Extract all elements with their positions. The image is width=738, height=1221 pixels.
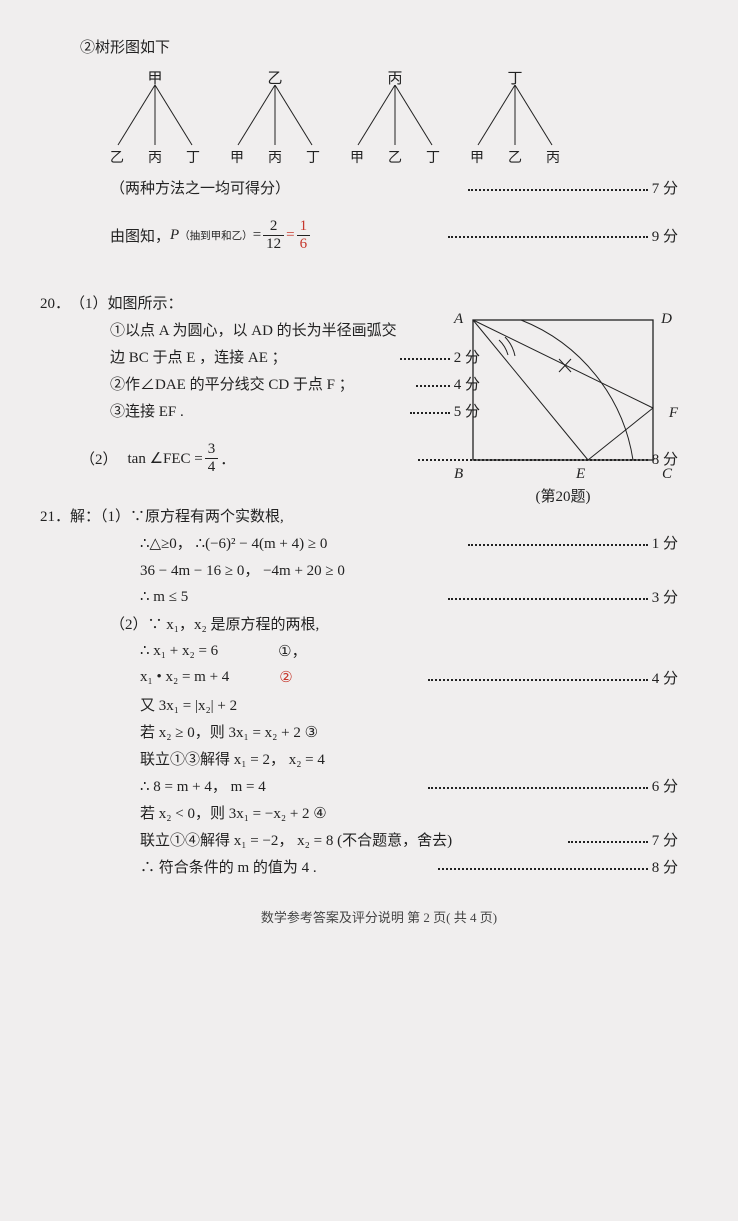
q21-l3: ∴ m ≤ 5 3 分 [140,586,678,607]
prob-prefix: 由图知， [110,225,170,246]
frac-den: 4 [205,459,219,476]
tree-leaf: 丙 [546,147,560,167]
q21-l2: 36 − 4m − 16 ≥ 0， −4m + 20 ≥ 0 [140,559,678,580]
q21-l5: x₁ • x₂ = m + 4 ② 4 分 [140,667,678,688]
tree-leaf: 甲 [350,147,364,167]
q21-l1: ∴△≥0， ∴(−6)² − 4(m + 4) ≥ 0 1 分 [140,532,678,553]
tree-4: 丁 甲 乙 丙 [470,67,560,167]
tree-leaf: 丁 [306,147,320,167]
frac-num: 2 [263,218,284,236]
score-label: 4 分 [428,667,678,688]
tree-3: 丙 甲 乙 丁 [350,67,440,167]
q21-l7: 若 x₂ ≥ 0，则 3x₁ = x₂ + 2 ③ [140,721,678,742]
page: ②树形图如下 甲 乙 丙 丁 乙 甲 丙 丁 丙 甲 乙 [0,0,738,1221]
q20-tan: tan ∠FEC = [128,449,203,468]
score-label: 8 分 [438,856,678,877]
tree-note-row: （两种方法之一均可得分） 7 分 [110,177,678,198]
q21-l10: 若 x₂ < 0，则 3x₁ = −x₂ + 2 ④ [140,802,678,823]
q20-frac: 3 4 [205,441,219,475]
tree-title: ②树形图如下 [80,36,678,57]
q21-l4-text: ∴ x₁ + x₂ = 6 [140,641,218,660]
q21-l11-text: 联立①④解得 x₁ = −2， x₂ = 8 (不合题意，舍去) [140,829,452,850]
fig-label-f: F [669,405,678,422]
q21-l12-text: ∴ 符合条件的 m 的值为 4 . [140,856,317,877]
prob-sub: （抽到甲和乙） [179,228,253,243]
prob-eq: = [253,227,261,244]
q21-head-text: 解：（1）∵原方程有两个实数根, [70,505,284,526]
q20-part1: （1）如图所示： [70,292,183,313]
score-label: 6 分 [428,775,678,796]
q20-step1b-text: 边 BC 于点 E ，连接 AE ； [110,346,287,367]
prob-eq2: = [286,227,294,244]
frac-num: 1 [297,218,311,236]
score-label: 1 分 [468,532,678,553]
tree-leaf: 乙 [110,147,124,167]
tree-lines-icon [470,85,560,150]
tree-lines-icon [350,85,440,150]
q21-l1-text: ∴△≥0， ∴(−6)² − 4(m + 4) ≥ 0 [140,532,327,553]
q20-num: 20． [40,292,70,313]
frac-den: 12 [263,236,284,253]
tree-leaf: 丁 [186,147,200,167]
q20-step3: ③连接 EF . 5 分 [110,400,480,421]
page-footer: 数学参考答案及评分说明 第 2 页( 共 4 页) [80,907,678,926]
q20-step1-text: ①以点 A 为圆心，以 AD 的长为半径画弧交 [110,319,397,340]
prob-row: 由图知， P （抽到甲和乙） = 2 12 = 1 6 9 分 [110,218,678,252]
q21-part2: （2）∵ x₁，x₂ 是原方程的两根, [110,613,678,634]
tree-leaf: 乙 [508,147,522,167]
tree-2: 乙 甲 丙 丁 [230,67,320,167]
q21-part2-text: （2）∵ x₁，x₂ 是原方程的两根, [110,613,319,634]
q21-l8: 联立①③解得 x₁ = 2， x₂ = 4 [140,748,678,769]
score-label: 7 分 [568,829,678,850]
tree-title-text: ②树形图如下 [80,36,170,57]
q20-geometry-icon [463,310,663,480]
tree-leaf: 甲 [470,147,484,167]
tree-1: 甲 乙 丙 丁 [110,67,200,167]
q20-part2-label: （2） [80,448,118,469]
q20-figure: A D F B E C (第20题) [458,310,668,506]
tree-leaf: 丙 [148,147,162,167]
q20-step1b: 边 BC 于点 E ，连接 AE ； 2 分 [110,346,480,367]
prob-frac2: 1 6 [297,218,311,252]
q21-l3-text: ∴ m ≤ 5 [140,587,188,606]
q21-l5-text: x₁ • x₂ = m + 4 [140,669,229,686]
q21-l9: ∴ 8 = m + 4， m = 4 6 分 [140,775,678,796]
frac-num: 3 [205,441,219,459]
q21-l8-text: 联立①③解得 x₁ = 2， x₂ = 4 [140,748,325,769]
tree-lines-icon [110,85,200,150]
frac-den: 6 [297,236,311,253]
q20-step1: ①以点 A 为圆心，以 AD 的长为半径画弧交 [110,319,440,340]
tree-leaf: 甲 [230,147,244,167]
fig-caption: (第20题) [458,485,668,506]
score-label: 9 分 [448,225,678,246]
q21-l12: ∴ 符合条件的 m 的值为 4 . 8 分 [140,856,678,877]
q21-l10-text: 若 x₂ < 0，则 3x₁ = −x₂ + 2 ④ [140,802,327,823]
tree-leaf: 丙 [268,147,282,167]
q21-l4-mark: ①， [278,640,306,661]
prob-symbol: P [170,227,179,244]
q21-l9-text: ∴ 8 = m + 4， m = 4 [140,775,266,796]
q20-step2-text: ②作∠DAE 的平分线交 CD 于点 F ； [110,373,354,394]
score-label: 7 分 [468,177,678,198]
q21-l7-text: 若 x₂ ≥ 0，则 3x₁ = x₂ + 2 ③ [140,721,318,742]
prob-frac1: 2 12 [263,218,284,252]
q21-header: 21． 解：（1）∵原方程有两个实数根, [40,505,678,526]
tree-leaf: 乙 [388,147,402,167]
q21-l2-text: 36 − 4m − 16 ≥ 0， −4m + 20 ≥ 0 [140,559,345,580]
q21-l6: 又 3x₁ = |x₂| + 2 [140,694,678,715]
tree-diagram: 甲 乙 丙 丁 乙 甲 丙 丁 丙 甲 乙 丁 [110,67,678,167]
q20-suffix: ． [220,448,235,469]
tree-lines-icon [230,85,320,150]
tree-note: （两种方法之一均可得分） [110,177,290,198]
q21-l5-mark: ② [279,668,292,687]
q20-step2: ②作∠DAE 的平分线交 CD 于点 F ； 4 分 [110,373,480,394]
q21-l4: ∴ x₁ + x₂ = 6 ①， [140,640,678,661]
tree-leaf: 丁 [426,147,440,167]
q21-num: 21． [40,505,70,526]
q21-l11: 联立①④解得 x₁ = −2， x₂ = 8 (不合题意，舍去) 7 分 [140,829,678,850]
q21-l6-text: 又 3x₁ = |x₂| + 2 [140,694,237,715]
fig-label-a: A [454,311,463,328]
score-label: 3 分 [448,586,678,607]
q20-step3-text: ③连接 EF . [110,400,184,421]
